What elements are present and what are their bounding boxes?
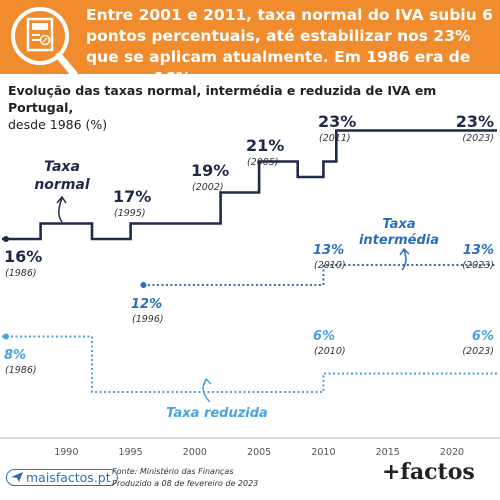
headline: Entre 2001 e 2011, taxa normal do IVA su… bbox=[86, 6, 493, 87]
data-label-year: (1995) bbox=[114, 208, 146, 219]
series-line-intermedia bbox=[143, 264, 497, 286]
series-label-reduzida: Taxa reduzida bbox=[166, 406, 268, 421]
series-label-intermedia: intermédia bbox=[359, 233, 439, 248]
x-tick-label: 2020 bbox=[440, 447, 464, 458]
data-label-value: 6% bbox=[313, 329, 335, 344]
data-label-value: 13% bbox=[463, 243, 494, 258]
series-label-normal: normal bbox=[34, 177, 90, 193]
series-label-normal: Taxa bbox=[44, 159, 80, 175]
data-label-value: 6% bbox=[472, 329, 494, 344]
data-label-value: 12% bbox=[131, 297, 162, 312]
series-start-dot-normal bbox=[3, 236, 9, 242]
plane-icon bbox=[11, 472, 23, 482]
chart-subtitle: Evolução das taxas normal, intermédia e … bbox=[8, 82, 478, 133]
data-label-value: 21% bbox=[246, 136, 284, 155]
data-label-year: (2010) bbox=[314, 260, 346, 271]
data-label-value: 19% bbox=[191, 161, 229, 180]
callout-arrow-reduzida bbox=[202, 377, 212, 403]
x-tick-label: 2010 bbox=[311, 447, 335, 458]
x-tick-label: 2005 bbox=[247, 447, 271, 458]
source-text: Fonte: Ministério das Finanças bbox=[112, 467, 234, 476]
data-label-year: (1986) bbox=[5, 268, 37, 279]
callout-arrow-normal bbox=[56, 195, 67, 223]
chart-subtitle-bold: Evolução das taxas normal, intermédia e … bbox=[8, 83, 437, 115]
site-url: maisfactos.pt bbox=[26, 469, 111, 485]
data-label-year: (2005) bbox=[247, 157, 279, 168]
data-label-year: (2023) bbox=[462, 133, 494, 144]
data-label-year: (2023) bbox=[462, 260, 494, 271]
series-start-dot-reduzida bbox=[3, 333, 9, 340]
data-label-year: (2002) bbox=[192, 182, 224, 193]
data-label-year: (2010) bbox=[314, 346, 346, 357]
source-note: Fonte: Ministério das Finanças Produzido… bbox=[112, 466, 258, 490]
tax-document-magnifier-icon bbox=[11, 7, 78, 78]
x-tick-label: 2000 bbox=[183, 447, 207, 458]
callout-arrow-intermedia bbox=[399, 247, 410, 271]
series-label-intermedia: Taxa bbox=[382, 217, 415, 232]
data-label-year: (2011) bbox=[319, 133, 351, 144]
header-banner: Entre 2001 e 2011, taxa normal do IVA su… bbox=[0, 0, 500, 87]
site-pill: maisfactos.pt bbox=[6, 468, 118, 486]
data-label-value: 23% bbox=[318, 112, 356, 131]
data-label-value: 16% bbox=[4, 247, 42, 266]
data-label-year: (1986) bbox=[5, 365, 37, 376]
data-label-year: (1996) bbox=[132, 314, 164, 325]
chart-subtitle-rest: desde 1986 (%) bbox=[8, 117, 108, 132]
x-tick-label: 1990 bbox=[54, 447, 78, 458]
series-start-dot-intermedia bbox=[140, 282, 147, 288]
series-line-reduzida bbox=[2, 335, 497, 393]
x-tick-label: 1995 bbox=[118, 447, 142, 458]
data-label-value: 17% bbox=[113, 187, 151, 206]
site-brand[interactable]: maisfactos.pt bbox=[6, 468, 118, 486]
x-tick-label: 2015 bbox=[376, 447, 400, 458]
data-label-value: 13% bbox=[313, 243, 344, 258]
series-line-normal bbox=[2, 129, 497, 241]
data-label-year: (2023) bbox=[462, 346, 494, 357]
data-label-value: 23% bbox=[456, 112, 494, 131]
data-label-value: 8% bbox=[4, 348, 26, 363]
brand-logo: +factos bbox=[382, 459, 475, 485]
produced-text: Produzido a 08 de fevereiro de 2023 bbox=[112, 479, 259, 488]
